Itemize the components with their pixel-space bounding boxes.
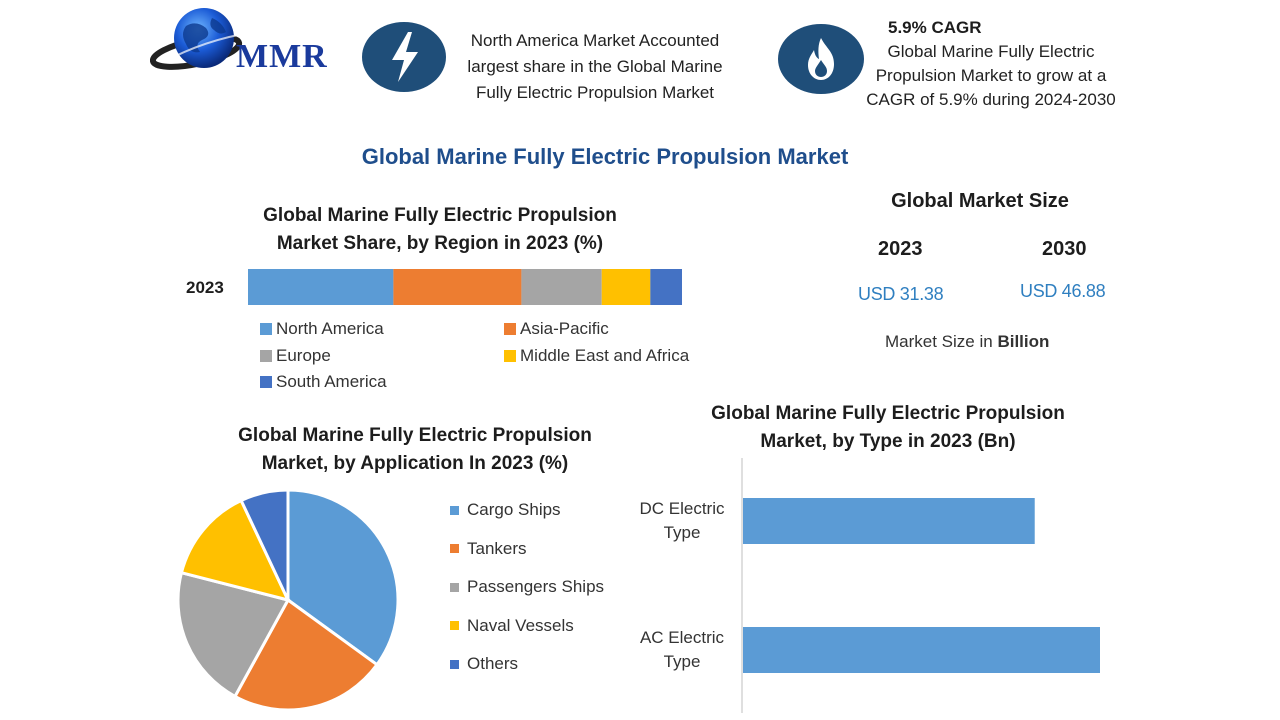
lightning-icon-badge [362,22,446,92]
type-chart-title: Global Marine Fully Electric Propulsion … [711,403,1065,452]
region-legend-swatch-north-america [260,323,272,335]
cagr-text: Global Marine Fully Electric Propulsion … [866,42,1116,109]
market-size-note: Market Size in Billion [885,332,1049,352]
region-bar-europe [521,269,602,305]
region-legend-middle-east-and-africa: Middle East and Africa [520,346,690,365]
main-title: Global Marine Fully Electric Propulsion … [361,144,849,169]
pie-legend-label: Naval Vessels [467,615,574,635]
market-size-value-2030: USD 46.88 [1020,281,1106,301]
type-chart: DC Electric Type AC Electric Type [639,458,1100,713]
type-bar-ac-electric-type [743,627,1100,673]
pie-legend-passengers-ships: Passengers Ships [450,577,604,597]
pie-legend-label: Others [467,654,519,673]
pie-legend-swatch [450,659,459,669]
pie-legend-label: Passengers Ships [467,577,605,596]
flame-icon [808,38,834,80]
market-size-title: Global Market Size [891,190,1069,212]
region-bar-middle-east-and-africa [601,269,651,305]
region-legend-swatch-europe [260,350,272,362]
pie-slice-passengers-ships [176,570,291,699]
type-label-dc-electric-type: DC Electric Type [639,499,725,542]
pie-legend-swatch [450,621,459,630]
pie-legend-tankers: Tankers [450,539,527,559]
pie-slice-tankers [232,597,380,712]
globe-icon [149,8,255,70]
region-legend-south-america: South America [276,372,387,391]
region-category-label: 2023 [186,278,224,297]
pie-legend-swatch [450,505,459,515]
pie-slice-cargo-ships [286,488,400,667]
application-pie-chart [176,488,400,712]
cagr-title: 5.9% CAGR [888,18,982,37]
logo: MMR [149,4,350,82]
market-size-note-prefix: Market Size in [885,332,993,351]
region-bar-asia-pacific [393,269,522,305]
market-size-year-2030: 2030 [1042,238,1087,260]
type-bar-dc-electric-type [743,498,1035,544]
pie-legend-label: Cargo Ships [467,500,561,519]
na-share-text: North America Market Accounted largest s… [467,31,723,102]
region-bar-south-america [650,269,682,305]
region-legend-swatch-middle-east-and-africa [504,350,516,362]
logo-text: MMR [236,38,328,75]
region-chart: 2023 North America Asia-Pacific Europe Middl… [186,269,690,391]
region-legend-north-america: North America [276,319,384,338]
pie-legend-others: Others [450,654,518,674]
market-size-value-2023: USD 31.38 [858,284,944,304]
region-legend-asia-pacific: Asia-Pacific [520,319,609,338]
region-chart-title: Global Marine Fully Electric Propulsion … [263,205,617,254]
region-legend-swatch-south-america [260,376,272,388]
pie-legend-swatch [450,544,459,553]
market-size-note-unit: Billion [997,332,1050,351]
application-legend: Cargo Ships Tankers Passengers Ships Naval … [450,500,650,690]
application-chart-title: Global Marine Fully Electric Propulsion … [238,425,592,474]
pie-legend-swatch [450,582,459,592]
type-label-ac-electric-type: AC Electric Type [640,628,725,671]
pie-legend-naval-vessels: Naval Vessels [450,616,574,636]
region-bar-north-america [248,269,394,305]
region-legend-europe: Europe [276,346,331,365]
lightning-icon [392,32,418,82]
pie-slice-naval-vessels [179,498,291,603]
pie-legend-cargo-ships: Cargo Ships [450,500,561,520]
market-size-year-2023: 2023 [878,238,923,260]
region-legend-swatch-asia-pacific [504,323,516,335]
flame-icon-badge [778,24,864,94]
pie-legend-label: Tankers [467,538,527,558]
pie-slice-others [239,488,290,601]
